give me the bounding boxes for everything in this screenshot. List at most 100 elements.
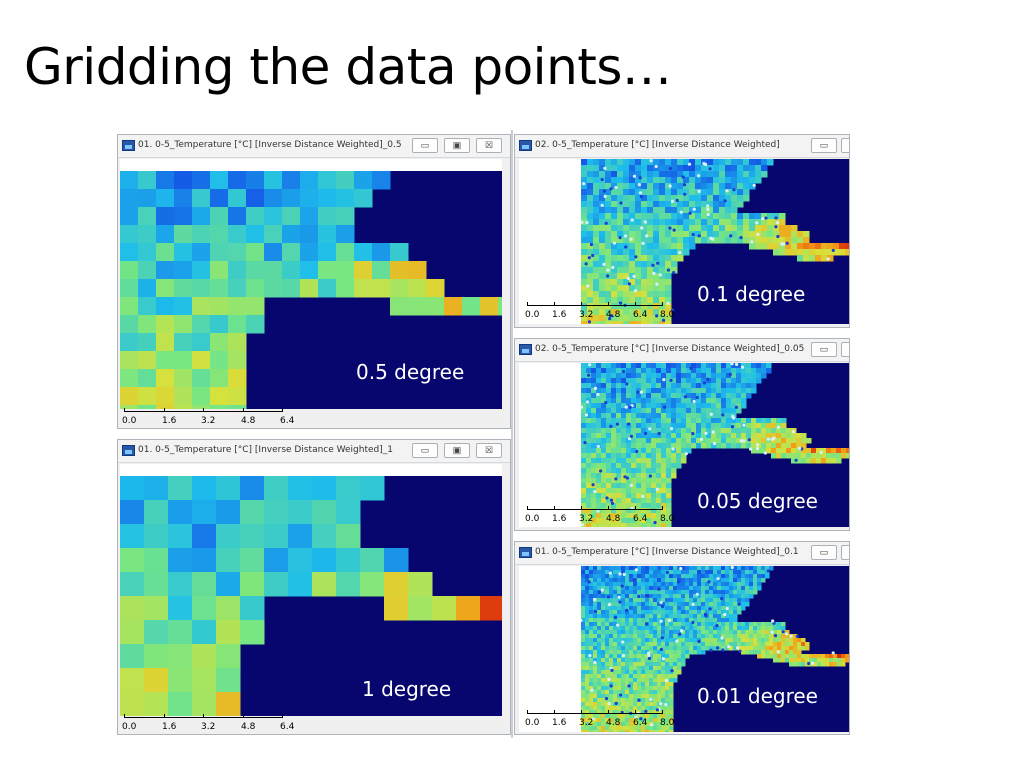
window-titlebar[interactable]: 01. 0-5_Temperature [°C] [Inverse Distan… (515, 542, 849, 565)
grid-cell (631, 433, 637, 439)
grid-cell (665, 315, 672, 322)
grid-cell (609, 658, 614, 663)
close-button[interactable]: ☒ (476, 443, 502, 458)
grid-cell (623, 297, 630, 304)
grid-cell (705, 634, 710, 639)
grid-cell (210, 387, 229, 406)
minimize-button[interactable]: ▭ (412, 138, 438, 153)
grid-cell (657, 606, 662, 611)
grid-cell (138, 225, 157, 244)
grid-cell (611, 378, 617, 384)
station-point (666, 268, 671, 272)
grid-cell (669, 570, 674, 575)
grid-cell (631, 463, 637, 469)
grid-cell (671, 413, 677, 419)
grid-cell (601, 523, 607, 527)
grid-cell (676, 443, 682, 449)
station-point (691, 620, 695, 625)
grid-cell (706, 423, 712, 429)
minimize-button[interactable]: ▭ (811, 138, 837, 153)
grid-cell (761, 566, 766, 571)
close-button[interactable]: ☒ (476, 138, 502, 153)
grid-cell (693, 622, 698, 627)
grid-cell (586, 438, 592, 444)
grid-cell (593, 634, 598, 639)
grid-cell (621, 388, 627, 394)
grid-cell (641, 249, 648, 256)
grid-cell (649, 598, 654, 603)
window-titlebar[interactable]: 02. 0-5_Temperature [°C] [Inverse Distan… (515, 339, 849, 362)
grid-cell (581, 363, 587, 369)
grid-cell (613, 666, 618, 671)
temperature-grid-map[interactable] (581, 566, 849, 732)
grid-cell (581, 213, 588, 220)
grid-cell (636, 428, 642, 434)
grid-cell (797, 231, 804, 238)
grid-cell (591, 463, 597, 469)
grid-cell (585, 726, 590, 731)
grid-cell (621, 443, 627, 449)
temperature-grid-map[interactable] (120, 171, 502, 409)
grid-cell (653, 159, 660, 166)
grid-cell (671, 201, 678, 208)
grid-cell (649, 694, 654, 699)
restore-button[interactable]: ▣ (444, 138, 470, 153)
minimize-button[interactable]: ▭ (412, 443, 438, 458)
grid-cell (641, 618, 646, 623)
window-titlebar[interactable]: 01. 0-5_Temperature [°C] [Inverse Distan… (118, 135, 510, 158)
grid-cell (666, 513, 672, 519)
grid-cell (771, 443, 777, 449)
temperature-grid-map[interactable] (581, 159, 849, 324)
temperature-grid-map[interactable] (581, 363, 849, 527)
grid-cell (635, 321, 642, 324)
restore-button[interactable] (841, 138, 849, 153)
minimize-button[interactable]: ▭ (811, 342, 837, 357)
window-titlebar[interactable]: 02. 0-5_Temperature [°C] [Inverse Distan… (515, 135, 849, 158)
grid-cell (749, 171, 756, 178)
grid-cell (671, 195, 678, 202)
station-point (606, 274, 610, 278)
map-window-0-01-degree[interactable]: 01. 0-5_Temperature [°C] [Inverse Distan… (514, 541, 850, 735)
grid-cell (621, 428, 627, 434)
restore-button[interactable] (841, 342, 849, 357)
grid-cell (696, 423, 702, 429)
restore-button[interactable] (841, 545, 849, 560)
grid-cell (805, 658, 810, 663)
grid-cell (606, 433, 612, 439)
grid-cell (597, 666, 602, 671)
grid-cell (671, 249, 678, 256)
grid-cell (653, 682, 658, 687)
minimize-button[interactable]: ▭ (811, 545, 837, 560)
grid-cell (633, 682, 638, 687)
grid-cell (711, 423, 717, 429)
map-window-0-1-degree[interactable]: 02. 0-5_Temperature [°C] [Inverse Distan… (514, 134, 850, 328)
restore-button[interactable]: ▣ (444, 443, 470, 458)
grid-cell (661, 694, 666, 699)
grid-cell (681, 594, 686, 599)
station-point (610, 501, 615, 505)
grid-cell (210, 405, 229, 409)
temperature-grid-map[interactable] (120, 476, 502, 716)
station-point (755, 446, 759, 451)
grid-cell (609, 714, 614, 719)
grid-cell (841, 658, 846, 663)
station-point (621, 640, 625, 644)
window-titlebar[interactable]: 01. 0-5_Temperature [°C] [Inverse Distan… (118, 440, 510, 463)
grid-cell (646, 508, 652, 514)
grid-cell (685, 570, 690, 575)
grid-cell (581, 473, 587, 479)
grid-cell (665, 225, 672, 232)
grid-cell (693, 598, 698, 603)
map-window-0-5-degree[interactable]: 01. 0-5_Temperature [°C] [Inverse Distan… (117, 134, 511, 429)
map-window-1-degree[interactable]: 01. 0-5_Temperature [°C] [Inverse Distan… (117, 439, 511, 735)
grid-cell (282, 189, 301, 208)
slide-title: Gridding the data points… (24, 38, 672, 96)
grid-cell (641, 183, 648, 190)
map-window-0-05-degree[interactable]: 02. 0-5_Temperature [°C] [Inverse Distan… (514, 338, 850, 531)
grid-cell (626, 398, 632, 404)
grid-cell (645, 654, 650, 659)
grid-cell (659, 297, 666, 304)
grid-cell (689, 646, 694, 651)
station-point (669, 427, 674, 431)
grid-cell (665, 279, 672, 286)
